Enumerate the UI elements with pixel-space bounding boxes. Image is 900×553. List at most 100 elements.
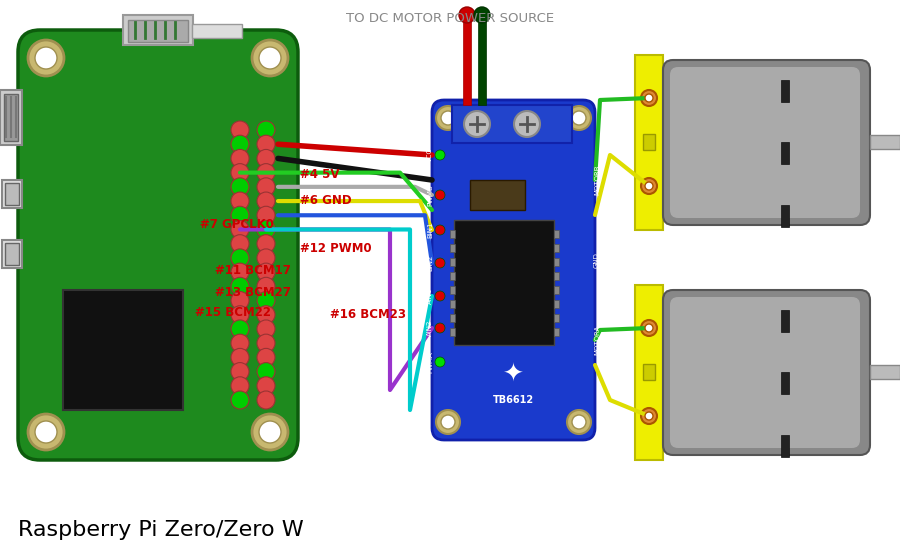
Circle shape <box>231 178 249 196</box>
Circle shape <box>257 164 275 181</box>
Circle shape <box>231 192 249 210</box>
Circle shape <box>441 415 455 429</box>
Circle shape <box>257 391 275 409</box>
Bar <box>870 135 900 149</box>
Circle shape <box>464 111 490 137</box>
Circle shape <box>35 421 57 443</box>
Circle shape <box>474 7 490 23</box>
FancyBboxPatch shape <box>663 290 870 455</box>
Bar <box>450 328 455 336</box>
Bar <box>635 285 663 460</box>
Circle shape <box>231 334 249 352</box>
Bar <box>635 55 663 230</box>
Bar <box>554 300 559 308</box>
Circle shape <box>257 291 275 310</box>
Circle shape <box>441 111 455 125</box>
Circle shape <box>257 263 275 281</box>
Bar <box>781 205 789 227</box>
Circle shape <box>641 178 657 194</box>
Bar <box>781 142 789 164</box>
Text: #15 BCM22: #15 BCM22 <box>195 305 271 319</box>
Bar <box>2 180 22 208</box>
Bar <box>781 310 789 332</box>
Circle shape <box>641 90 657 106</box>
Circle shape <box>257 334 275 352</box>
Circle shape <box>257 149 275 168</box>
Bar <box>554 258 559 266</box>
Circle shape <box>231 206 249 225</box>
Bar <box>470 180 525 210</box>
Bar <box>781 80 789 102</box>
Circle shape <box>28 414 64 450</box>
Circle shape <box>567 410 591 434</box>
Circle shape <box>257 306 275 324</box>
Circle shape <box>572 111 586 125</box>
Circle shape <box>435 323 445 333</box>
FancyBboxPatch shape <box>18 30 298 460</box>
Circle shape <box>259 47 281 69</box>
Circle shape <box>231 306 249 324</box>
Bar <box>554 328 559 336</box>
FancyBboxPatch shape <box>663 60 870 225</box>
Circle shape <box>252 414 288 450</box>
Circle shape <box>252 40 288 76</box>
Bar <box>781 372 789 394</box>
Bar <box>450 258 455 266</box>
Circle shape <box>436 106 460 130</box>
FancyBboxPatch shape <box>432 100 595 440</box>
Circle shape <box>514 111 540 137</box>
Text: GND: GND <box>594 252 600 268</box>
Circle shape <box>257 221 275 238</box>
Text: #11 BCM17: #11 BCM17 <box>215 263 291 276</box>
Text: PWMB: PWMB <box>427 184 433 206</box>
Circle shape <box>435 190 445 200</box>
Text: #7 GPCLK0: #7 GPCLK0 <box>200 218 274 232</box>
Circle shape <box>257 320 275 338</box>
Circle shape <box>435 258 445 268</box>
Bar <box>643 364 655 380</box>
Circle shape <box>257 178 275 196</box>
Circle shape <box>257 192 275 210</box>
Text: PWMA: PWMA <box>427 351 433 373</box>
Circle shape <box>231 377 249 395</box>
Bar <box>452 105 572 143</box>
Circle shape <box>257 135 275 153</box>
Bar <box>450 272 455 280</box>
Circle shape <box>231 291 249 310</box>
Bar <box>643 134 655 150</box>
Circle shape <box>231 249 249 267</box>
Circle shape <box>257 363 275 380</box>
Circle shape <box>35 47 57 69</box>
Text: BIN1: BIN1 <box>427 222 433 238</box>
Circle shape <box>435 357 445 367</box>
Circle shape <box>645 94 653 102</box>
Bar <box>450 300 455 308</box>
Circle shape <box>436 410 460 434</box>
Bar <box>63 290 183 410</box>
Text: #4 5V: #4 5V <box>300 169 339 181</box>
Circle shape <box>641 408 657 424</box>
Text: TB6612: TB6612 <box>492 395 534 405</box>
Bar <box>478 20 486 105</box>
Bar <box>192 24 241 38</box>
Circle shape <box>257 249 275 267</box>
Bar <box>450 286 455 294</box>
Text: MOTORA: MOTORA <box>594 325 600 355</box>
Bar <box>5 183 19 205</box>
Circle shape <box>231 135 249 153</box>
Circle shape <box>28 40 64 76</box>
Circle shape <box>257 234 275 253</box>
Circle shape <box>257 348 275 367</box>
Circle shape <box>435 225 445 235</box>
Text: Raspberry Pi Zero/Zero W: Raspberry Pi Zero/Zero W <box>18 520 304 540</box>
Bar <box>2 240 22 268</box>
Circle shape <box>641 320 657 336</box>
Bar <box>870 365 900 379</box>
Bar <box>450 230 455 238</box>
Bar <box>554 314 559 322</box>
Circle shape <box>231 320 249 338</box>
Text: AIN2: AIN2 <box>427 320 433 336</box>
Bar <box>450 244 455 252</box>
Circle shape <box>435 291 445 301</box>
Circle shape <box>231 121 249 139</box>
